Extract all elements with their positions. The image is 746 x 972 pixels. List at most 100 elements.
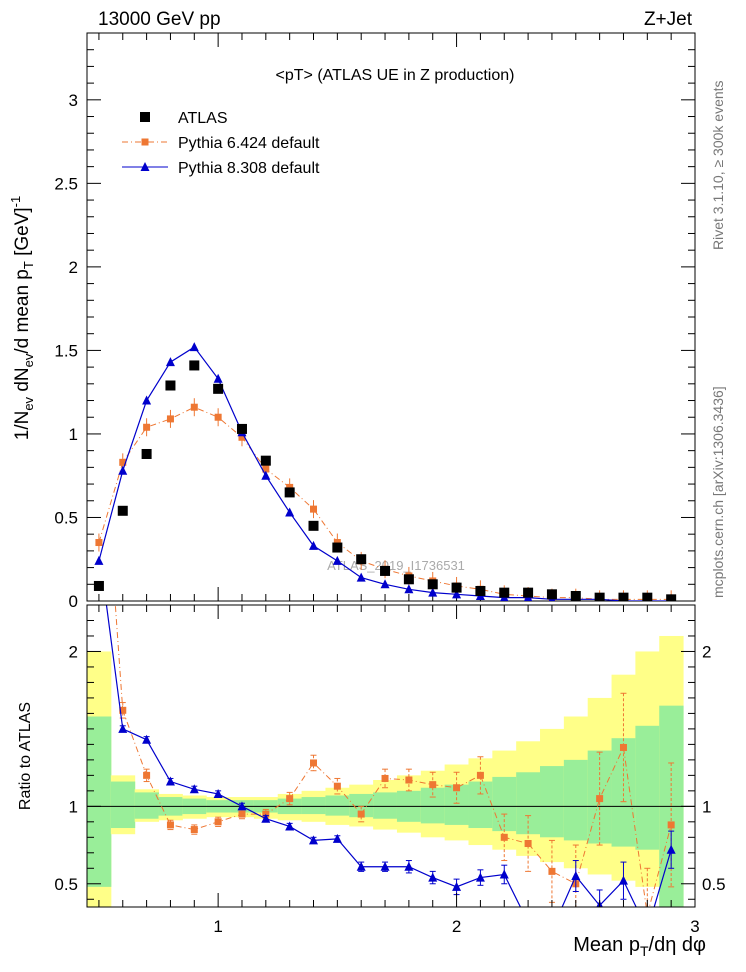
ratio-point-pythia6 xyxy=(357,810,365,818)
band-inner-bin xyxy=(540,766,565,838)
top-series-layer xyxy=(93,342,677,601)
point-atlas xyxy=(260,455,271,466)
rivet-label: Rivet 3.1.10, ≥ 300k events xyxy=(710,80,726,250)
point-atlas xyxy=(427,579,438,590)
point-atlas xyxy=(618,592,629,601)
ratio-point-pythia6 xyxy=(429,781,437,789)
point-pythia6 xyxy=(286,483,294,491)
ratio-point-pythia8 xyxy=(309,835,319,845)
ratio-point-pythia6 xyxy=(333,782,341,790)
point-pythia8 xyxy=(165,357,175,367)
band-inner-bin xyxy=(87,716,112,887)
point-pythia8 xyxy=(142,395,152,405)
point-atlas xyxy=(499,587,510,598)
y-tick-label-ratio-right: 0.5 xyxy=(702,875,726,894)
y-axis-label-top: 1/Nev dNev/d mean pT [GeV]-1 xyxy=(8,196,36,441)
ratio-point-pythia8 xyxy=(666,844,676,854)
x-axis-label: Mean pT/dη dφ xyxy=(573,934,706,959)
y-tick-label-ratio: 2 xyxy=(69,642,78,661)
band-inner-bin xyxy=(110,781,136,829)
ratio-point-pythia8 xyxy=(547,925,556,934)
ratio-point-pythia8 xyxy=(213,788,223,798)
ratio-point-pythia8 xyxy=(571,871,581,881)
y-tick-label-ratio: 0.5 xyxy=(54,875,78,894)
y-axis-label-ratio: Ratio to ATLAS xyxy=(17,702,34,810)
ratio-point-pythia6 xyxy=(596,795,604,803)
point-pythia8 xyxy=(118,465,128,475)
point-pythia8 xyxy=(356,572,366,582)
y-tick-label-top: 0.5 xyxy=(54,508,78,527)
y-tick-label-ratio: 1 xyxy=(69,797,78,816)
x-tick-label: 2 xyxy=(452,917,461,936)
ratio-point-pythia8 xyxy=(524,917,533,926)
band-inner-bin xyxy=(563,759,589,841)
y-tick-label-top: 2.5 xyxy=(54,174,78,193)
y-tick-label-top: 1.5 xyxy=(54,341,78,360)
band-inner-bin xyxy=(635,725,660,850)
point-atlas xyxy=(165,380,176,391)
point-pythia6 xyxy=(190,403,198,411)
ratio-point-pythia8 xyxy=(332,833,342,843)
ratio-point-pythia8 xyxy=(428,872,438,882)
band-inner-bin xyxy=(301,797,326,815)
ratio-panel: 1 2 3 0.5 0.5 1 1 2 2 Ratio to ATLAS xyxy=(17,604,726,936)
point-pythia8 xyxy=(452,589,462,599)
point-pythia6 xyxy=(166,415,174,423)
ratio-point-pythia6 xyxy=(166,821,174,829)
point-pythia8 xyxy=(309,540,319,550)
point-atlas xyxy=(117,505,128,516)
point-pythia6 xyxy=(262,465,270,473)
y-tick-label-top: 3 xyxy=(69,91,78,110)
point-atlas xyxy=(546,589,557,600)
point-atlas xyxy=(570,590,581,601)
ratio-point-pythia8 xyxy=(261,813,271,823)
band-inner-bin xyxy=(134,792,160,819)
ratio-point-pythia6 xyxy=(286,795,294,803)
ratio-point-pythia8 xyxy=(142,734,152,744)
ratio-point-pythia6 xyxy=(619,743,627,751)
band-inner-bin xyxy=(444,784,469,825)
point-atlas xyxy=(451,582,462,593)
point-pythia8 xyxy=(94,555,104,565)
legend-marker-pythia8 xyxy=(140,162,150,171)
ratio-point-pythia8 xyxy=(499,869,509,879)
ratio-point-pythia6 xyxy=(644,911,651,918)
y-tick-label-top: 1 xyxy=(69,425,78,444)
point-pythia6 xyxy=(119,458,127,466)
ratio-point-pythia6 xyxy=(476,771,484,779)
point-atlas xyxy=(141,448,152,459)
ratio-series-layer xyxy=(105,605,676,934)
source-label: mcplots.cern.ch [arXiv:1306.3436] xyxy=(710,386,726,598)
point-atlas xyxy=(332,542,343,553)
y-tick-label-ratio-right: 1 xyxy=(702,797,711,816)
band-inner-bin xyxy=(492,776,517,832)
point-pythia6 xyxy=(214,413,222,421)
ratio-point-pythia8 xyxy=(237,801,247,811)
band-inner-bin xyxy=(325,795,350,816)
point-pythia8 xyxy=(189,342,199,352)
watermark: ATLAS_2019_I1736531 xyxy=(327,558,465,573)
point-pythia6 xyxy=(310,505,318,513)
point-pythia6 xyxy=(333,539,341,547)
point-atlas xyxy=(284,487,295,498)
ratio-point-pythia8 xyxy=(165,776,175,786)
point-pythia8 xyxy=(213,373,223,383)
ratio-point-pythia8 xyxy=(475,872,485,882)
ratio-point-pythia8 xyxy=(452,881,462,891)
ratio-point-pythia8 xyxy=(118,723,128,733)
point-atlas xyxy=(475,585,486,596)
x-tick-label: 3 xyxy=(690,917,699,936)
point-pythia8 xyxy=(428,587,438,597)
ratio-point-pythia8 xyxy=(189,784,199,794)
y-tick-label-ratio-right: 2 xyxy=(702,642,711,661)
point-atlas xyxy=(380,565,391,576)
x-tick-label: 1 xyxy=(213,917,222,936)
ratio-point-pythia6 xyxy=(119,706,127,714)
ratio-point-pythia8 xyxy=(285,821,295,831)
band-inner-bin xyxy=(373,792,398,819)
point-atlas xyxy=(189,360,200,371)
ratio-point-pythia6 xyxy=(524,840,532,848)
point-atlas xyxy=(666,594,677,601)
point-pythia6 xyxy=(238,433,246,441)
point-atlas xyxy=(356,554,367,565)
